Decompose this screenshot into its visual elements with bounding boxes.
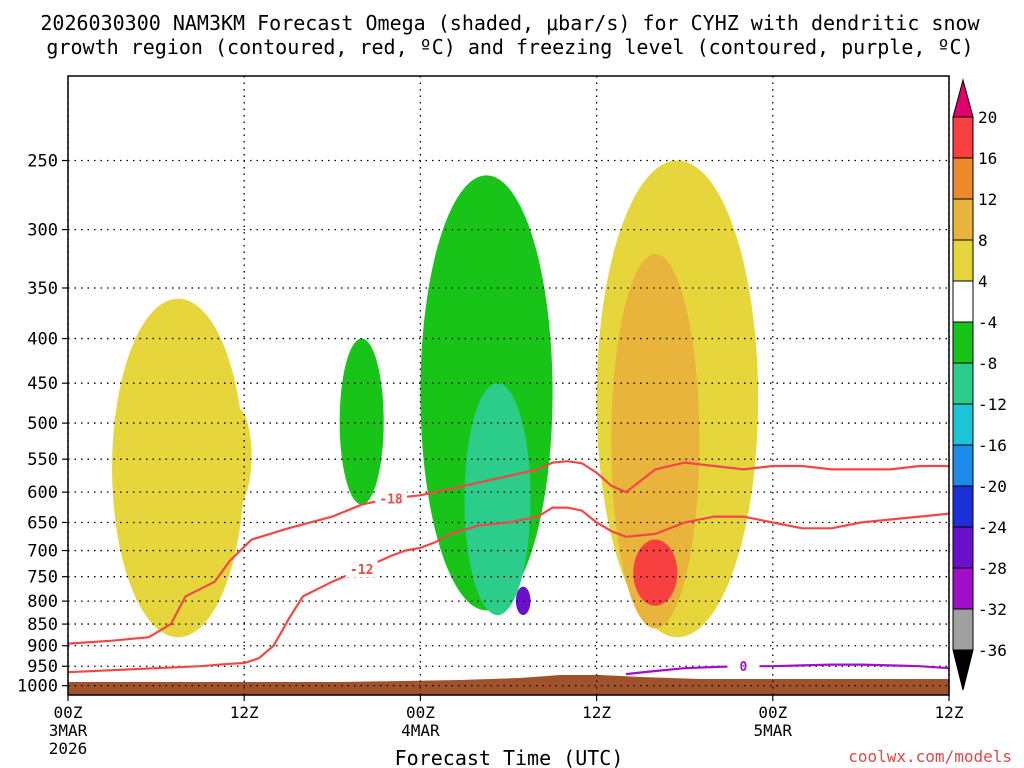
colorbar-label-4: 4 — [978, 272, 988, 291]
colorbar-box-2 — [952, 198, 974, 241]
colorbar: 20 16 12 8 4 -4 -8 -12 -16 -20 -24 -28 -32 -36 — [952, 78, 1007, 691]
colorbar-bottom-arrow — [952, 649, 974, 691]
colorbar-box-10 — [952, 526, 974, 569]
x-tick-label-2: 00Z — [406, 703, 435, 722]
colorbar-label-13: -36 — [978, 641, 1007, 660]
chart-title-line2: growth region (contoured, red, ºC) and f… — [46, 35, 973, 59]
y-tick-label-500: 500 — [27, 414, 58, 434]
colorbar-label-11: -28 — [978, 559, 1007, 578]
colorbar-label-0: 20 — [978, 108, 997, 127]
omega-shading — [112, 160, 759, 638]
colorbar-label-10: -24 — [978, 518, 1007, 537]
colorbar-box-3 — [952, 239, 974, 282]
x-tick-date-4: 5MAR — [754, 721, 793, 740]
colorbar-label-12: -32 — [978, 600, 1007, 619]
y-tick-label-750: 750 — [27, 568, 58, 588]
contour-label-1: -12 — [350, 563, 373, 578]
contours: -18 -12 0 — [67, 460, 950, 676]
colorbar-box-12 — [952, 608, 974, 651]
ground-terrain — [68, 682, 949, 695]
colorbar-top-arrow — [952, 78, 974, 118]
colorbar-label-2: 12 — [978, 190, 997, 209]
colorbar-label-8: -16 — [978, 436, 1007, 455]
contour-line-2 — [625, 663, 950, 676]
contour-line-0 — [67, 460, 949, 645]
y-tick-label-900: 900 — [27, 637, 58, 657]
omega-region-4 — [464, 383, 531, 616]
colorbar-box-6 — [952, 362, 974, 405]
y-tick-label-400: 400 — [27, 330, 58, 350]
colorbar-label-9: -20 — [978, 477, 1007, 496]
y-tick-label-250: 250 — [27, 152, 58, 172]
contour-label-bg-2 — [727, 658, 760, 675]
y-tick-label-850: 850 — [27, 615, 58, 635]
contour-label-0: -18 — [379, 492, 403, 507]
colorbar-label-3: 8 — [978, 231, 988, 250]
x-tick-label-0: 00Z — [54, 703, 83, 722]
x-tick-label-3: 12Z — [582, 703, 611, 722]
plot-frame — [67, 75, 950, 696]
x-tick-label-4: 00Z — [758, 703, 787, 722]
y-tick-label-300: 300 — [27, 221, 58, 241]
omega-region-2 — [339, 338, 384, 505]
colorbar-label-5: -4 — [978, 313, 997, 332]
omega-region-7 — [611, 254, 700, 629]
y-tick-label-800: 800 — [27, 592, 58, 612]
contour-line-1 — [67, 506, 950, 674]
chart-title-line1: 2026030300 NAM3KM Forecast Omega (shaded… — [40, 11, 980, 35]
y-tick-label-350: 350 — [27, 279, 58, 299]
y-tick-label-450: 450 — [27, 374, 58, 394]
y-axis-ticks: 2503003504004505005506006507007508008509… — [17, 152, 68, 697]
colorbar-label-1: 16 — [978, 149, 997, 168]
colorbar-box-4 — [952, 280, 974, 323]
x-tick-date-0: 3MAR — [49, 721, 88, 740]
contour-label-bg-0 — [375, 490, 408, 507]
x-tick-label-5: 12Z — [935, 703, 964, 722]
colorbar-box-5 — [952, 321, 974, 364]
colorbar-label-6: -8 — [978, 354, 997, 373]
colorbar-box-1 — [952, 157, 974, 200]
y-tick-label-550: 550 — [27, 450, 58, 470]
colorbar-box-9 — [952, 485, 974, 528]
y-tick-label-700: 700 — [27, 542, 58, 562]
x-tick-date-2: 4MAR — [401, 721, 440, 740]
y-tick-label-1000: 1000 — [17, 677, 58, 697]
credit-label: coolwx.com/models — [848, 747, 1012, 766]
colorbar-box-0 — [952, 116, 974, 159]
x-tick-label-1: 12Z — [230, 703, 259, 722]
y-tick-label-650: 650 — [27, 513, 58, 533]
y-tick-label-950: 950 — [27, 657, 58, 677]
x-axis-label: Forecast Time (UTC) — [395, 746, 624, 768]
omega-region-8 — [633, 539, 678, 606]
contour-label-2: 0 — [740, 660, 748, 675]
ground-terrain-bump — [340, 675, 949, 682]
colorbar-label-7: -12 — [978, 395, 1007, 414]
omega-region-1 — [222, 407, 252, 505]
colorbar-box-11 — [952, 567, 974, 610]
colorbar-box-8 — [952, 444, 974, 487]
x-tick-year-0: 2026 — [49, 739, 88, 758]
y-tick-label-600: 600 — [27, 483, 58, 503]
contour-label-bg-1 — [345, 561, 378, 578]
colorbar-box-7 — [952, 403, 974, 446]
